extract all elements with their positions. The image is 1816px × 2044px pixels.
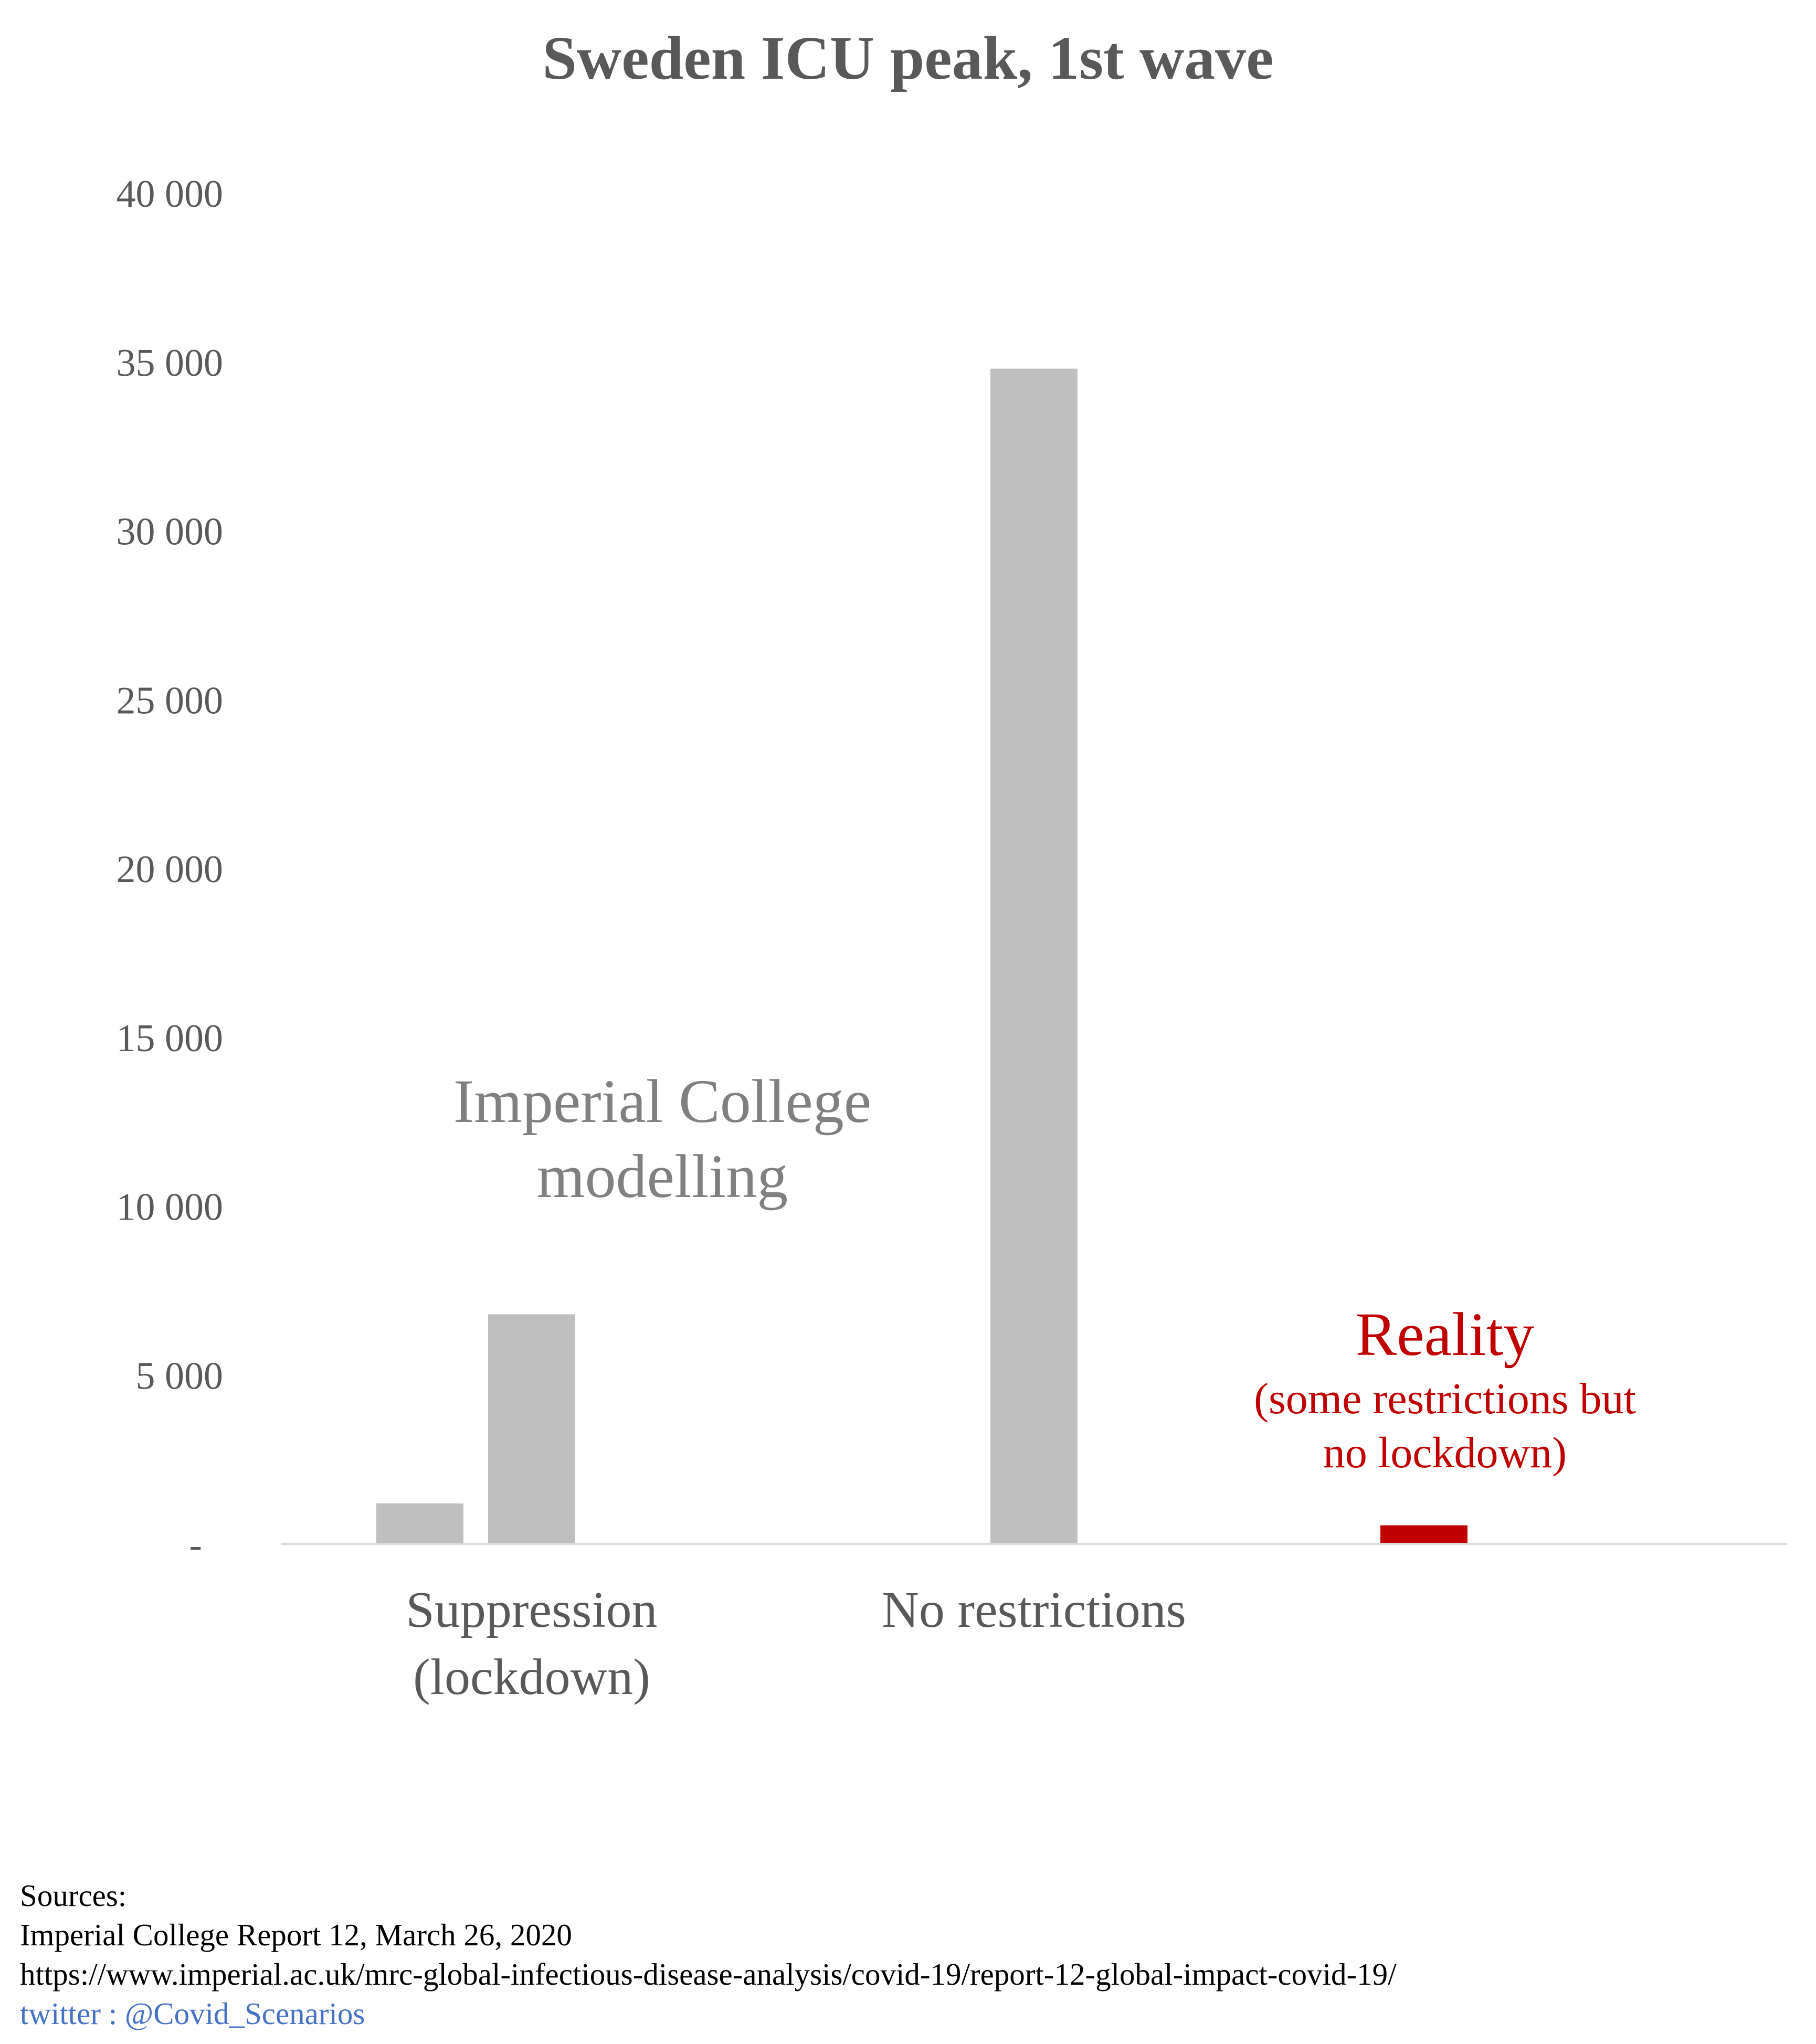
y-tick-label: 35 000 <box>117 342 224 385</box>
bar <box>990 368 1078 1544</box>
imperial-modelling-annotation: modelling <box>537 1142 788 1211</box>
sources-block: Sources: Imperial College Report 12, Mar… <box>20 1876 1397 2034</box>
sources-report: Imperial College Report 12, March 26, 20… <box>20 1918 572 1952</box>
twitter-handle[interactable]: twitter : @Covid_Scenarios <box>20 1996 365 2031</box>
x-category-label: No restrictions <box>882 1582 1186 1638</box>
y-tick-label: 25 000 <box>117 679 224 722</box>
sources-url[interactable]: https://www.imperial.ac.uk/mrc-global-in… <box>20 1957 1397 1992</box>
category-labels: Suppression (lockdown) No restrictions <box>406 1582 1186 1706</box>
bars <box>376 368 1467 1544</box>
bar <box>1380 1525 1467 1544</box>
y-tick-label: 15 000 <box>117 1017 224 1060</box>
bar <box>376 1503 463 1544</box>
y-tick-label: 30 000 <box>117 511 224 554</box>
y-tick-label: 10 000 <box>117 1186 224 1229</box>
reality-annotation-title: Reality <box>1356 1300 1535 1369</box>
y-tick-label: 40 000 <box>117 173 224 216</box>
sources-heading: Sources: <box>20 1878 127 1913</box>
x-category-label: Suppression <box>406 1582 657 1638</box>
x-category-label: (lockdown) <box>413 1649 650 1706</box>
chart-title: Sweden ICU peak, 1st wave <box>542 24 1274 92</box>
y-axis-ticks: - 5 000 10 000 15 000 20 000 25 000 30 000 35 0… <box>117 173 224 1566</box>
y-tick-label: - <box>189 1523 202 1566</box>
imperial-modelling-annotation: Imperial College <box>453 1067 871 1136</box>
y-tick-label: 20 000 <box>117 848 224 891</box>
reality-annotation-subtitle: no lockdown) <box>1323 1428 1567 1477</box>
bar <box>488 1314 575 1544</box>
reality-annotation-subtitle: (some restrictions but <box>1254 1374 1636 1423</box>
y-tick-label: 5 000 <box>136 1354 224 1397</box>
